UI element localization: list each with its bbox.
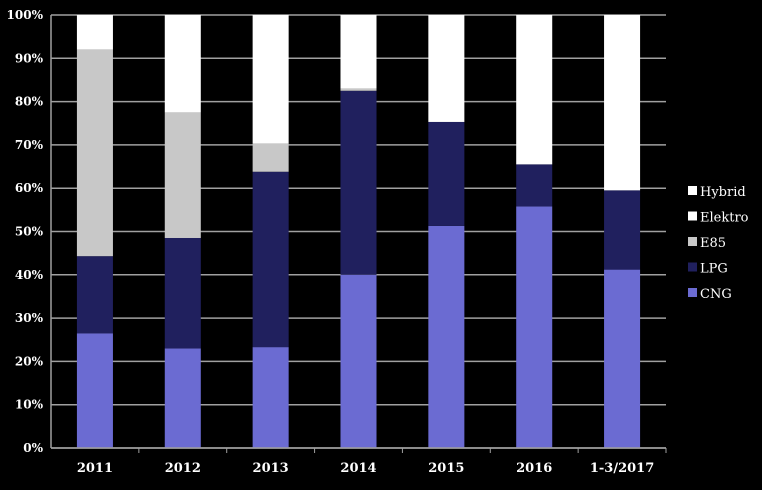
bar-segment-cng xyxy=(340,274,377,448)
bar-segment-lpg xyxy=(252,171,289,348)
bar-segment-cng xyxy=(164,348,201,448)
bar-segment-e85 xyxy=(164,112,201,238)
bar-segment-cng xyxy=(428,225,465,448)
x-tick-label: 1-3/2017 xyxy=(590,461,654,476)
x-tick-label: 2014 xyxy=(340,461,376,476)
y-tick-label: 100% xyxy=(7,8,44,22)
legend-swatch-hybrid xyxy=(688,186,697,195)
legend-label-lpg: LPG xyxy=(700,262,728,277)
x-tick-label: 2013 xyxy=(253,461,289,476)
y-tick-label: 10% xyxy=(15,398,44,412)
y-tick-label: 90% xyxy=(15,51,44,65)
y-tick-label: 40% xyxy=(15,268,44,282)
bar-segment-lpg xyxy=(164,237,201,349)
bar-segment-cng xyxy=(516,206,553,448)
bar-segment-lpg xyxy=(76,256,113,334)
y-tick-label: 0% xyxy=(23,441,43,455)
bar-segment-cng xyxy=(76,333,113,448)
x-tick-label: 2011 xyxy=(77,461,113,476)
bar-segment-hybrid xyxy=(516,15,553,165)
y-tick-label: 80% xyxy=(15,95,44,109)
y-tick-label: 20% xyxy=(15,354,44,368)
bar-segment-hybrid xyxy=(340,15,377,89)
bar-segment-lpg xyxy=(340,90,377,275)
bar-segment-e85 xyxy=(340,88,377,91)
bar-segment-hybrid xyxy=(604,15,641,191)
legend-label-hybrid: Hybrid xyxy=(700,185,746,200)
bar-segment-e85 xyxy=(252,143,289,172)
legend-swatch-lpg xyxy=(688,262,697,272)
bar-segment-hybrid xyxy=(428,15,465,122)
bars xyxy=(76,15,641,448)
legend-swatch-e85 xyxy=(688,237,697,246)
y-tick-label: 50% xyxy=(15,225,44,239)
legend-label-elektro: Elektro xyxy=(700,211,749,226)
bar-segment-hybrid xyxy=(252,15,289,144)
bar-segment-cng xyxy=(604,269,641,448)
axes: 0% 10% 20% 30% 40% 50% 60% 70% 80% 90% 100% 2011 201… xyxy=(7,8,667,476)
bar-segment-lpg xyxy=(604,190,641,270)
y-tick-label: 60% xyxy=(15,181,44,195)
legend-label-e85: E85 xyxy=(700,236,726,251)
legend-swatch-cng xyxy=(688,288,697,297)
x-tick-label: 2012 xyxy=(165,461,201,476)
legend-label-cng: CNG xyxy=(700,287,732,302)
bar-segment-lpg xyxy=(428,121,465,226)
bar-segment-hybrid xyxy=(164,15,201,113)
legend: Hybrid Elektro E85 LPG CNG xyxy=(688,185,749,302)
x-tick-label: 2015 xyxy=(428,461,464,476)
legend-swatch-elektro xyxy=(688,211,697,221)
bar-segment-lpg xyxy=(516,164,553,207)
x-tick-label: 2016 xyxy=(516,461,552,476)
y-tick-label: 70% xyxy=(15,138,44,152)
bar-segment-e85 xyxy=(76,49,113,257)
bar-segment-cng xyxy=(252,347,289,448)
y-tick-label: 30% xyxy=(15,311,44,325)
bar-segment-hybrid xyxy=(76,15,113,50)
